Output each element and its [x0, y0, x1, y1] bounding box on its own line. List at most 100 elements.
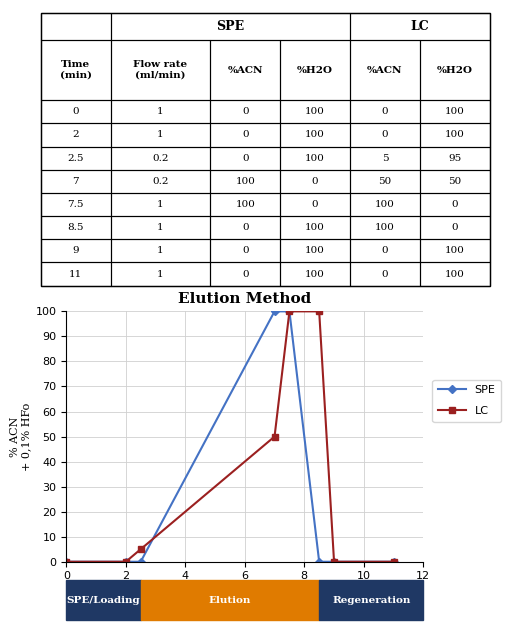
Text: 2: 2 [72, 130, 79, 139]
Text: 100: 100 [374, 223, 394, 232]
SPE [286, 308, 292, 315]
Text: 100: 100 [444, 270, 464, 279]
Bar [210, 100, 279, 123]
SPE [137, 558, 144, 566]
Bar [110, 193, 210, 216]
Text: 1: 1 [157, 270, 163, 279]
SPE [123, 558, 129, 566]
SPE [63, 558, 69, 566]
Bar [110, 263, 210, 286]
Text: 0: 0 [241, 107, 248, 116]
Bar [349, 13, 489, 40]
Text: 7.5: 7.5 [67, 200, 84, 209]
LC [330, 558, 336, 566]
X-axis label: Time (min): Time (min) [205, 587, 284, 600]
Bar [319, 580, 422, 620]
Text: 100: 100 [304, 223, 324, 232]
Bar [419, 100, 489, 123]
Bar [41, 169, 110, 193]
Text: 100: 100 [444, 130, 464, 139]
Text: 1: 1 [157, 247, 163, 256]
LC [271, 433, 277, 440]
Text: 9: 9 [72, 247, 79, 256]
Bar [41, 193, 110, 216]
SPE [271, 308, 277, 315]
Bar [419, 40, 489, 100]
Text: 0: 0 [241, 247, 248, 256]
Text: Flow rate
(ml/min): Flow rate (ml/min) [133, 60, 187, 80]
Bar [110, 123, 210, 146]
Bar [210, 123, 279, 146]
Text: LC: LC [410, 20, 428, 33]
Text: 1: 1 [157, 200, 163, 209]
Bar [41, 263, 110, 286]
Bar [419, 123, 489, 146]
Text: 1: 1 [157, 130, 163, 139]
LC [316, 308, 322, 315]
Bar [110, 100, 210, 123]
Bar [66, 580, 140, 620]
Text: 0: 0 [311, 200, 318, 209]
Bar [210, 169, 279, 193]
Text: 100: 100 [444, 107, 464, 116]
Bar [110, 40, 210, 100]
Text: 0.2: 0.2 [152, 153, 168, 162]
Text: 0: 0 [241, 223, 248, 232]
Bar [349, 263, 419, 286]
Text: 0: 0 [381, 247, 387, 256]
Text: 0: 0 [241, 130, 248, 139]
Line: SPE: SPE [63, 308, 396, 565]
Text: 1: 1 [157, 107, 163, 116]
LC [137, 545, 144, 553]
LC [286, 308, 292, 315]
Bar [419, 263, 489, 286]
Text: Elution: Elution [208, 596, 250, 605]
Bar [419, 216, 489, 239]
Text: %ACN: %ACN [227, 65, 263, 74]
Text: 50: 50 [447, 177, 461, 186]
Bar [419, 146, 489, 169]
Text: 0: 0 [241, 270, 248, 279]
LC [63, 558, 69, 566]
Text: Time
(min): Time (min) [60, 60, 92, 80]
Text: 0: 0 [381, 270, 387, 279]
Bar [279, 193, 349, 216]
Bar [210, 239, 279, 263]
Bar [41, 100, 110, 123]
Text: 50: 50 [378, 177, 391, 186]
Text: 100: 100 [304, 247, 324, 256]
Text: 100: 100 [304, 153, 324, 162]
Bar [210, 40, 279, 100]
Bar [349, 146, 419, 169]
Text: %H2O: %H2O [436, 65, 472, 74]
Text: 100: 100 [304, 107, 324, 116]
Text: 95: 95 [447, 153, 461, 162]
Bar [140, 580, 319, 620]
Text: Regeneration: Regeneration [331, 596, 410, 605]
Bar [349, 40, 419, 100]
Text: 0: 0 [311, 177, 318, 186]
Bar [279, 146, 349, 169]
Bar [349, 123, 419, 146]
Text: 100: 100 [304, 270, 324, 279]
Text: %ACN: %ACN [366, 65, 402, 74]
Title: Elution Method: Elution Method [178, 292, 311, 306]
Text: 0: 0 [241, 153, 248, 162]
Bar [349, 100, 419, 123]
Bar [279, 123, 349, 146]
Text: 100: 100 [235, 200, 254, 209]
Text: 0: 0 [450, 200, 457, 209]
Bar [41, 146, 110, 169]
Bar [41, 216, 110, 239]
LC [123, 558, 129, 566]
Text: %H2O: %H2O [296, 65, 332, 74]
Text: 0: 0 [381, 107, 387, 116]
Text: 0.2: 0.2 [152, 177, 168, 186]
Bar [110, 169, 210, 193]
Bar [279, 100, 349, 123]
SPE [330, 558, 336, 566]
Bar [419, 169, 489, 193]
Text: 0: 0 [381, 130, 387, 139]
Text: SPE/Loading: SPE/Loading [67, 596, 140, 605]
Bar [210, 193, 279, 216]
